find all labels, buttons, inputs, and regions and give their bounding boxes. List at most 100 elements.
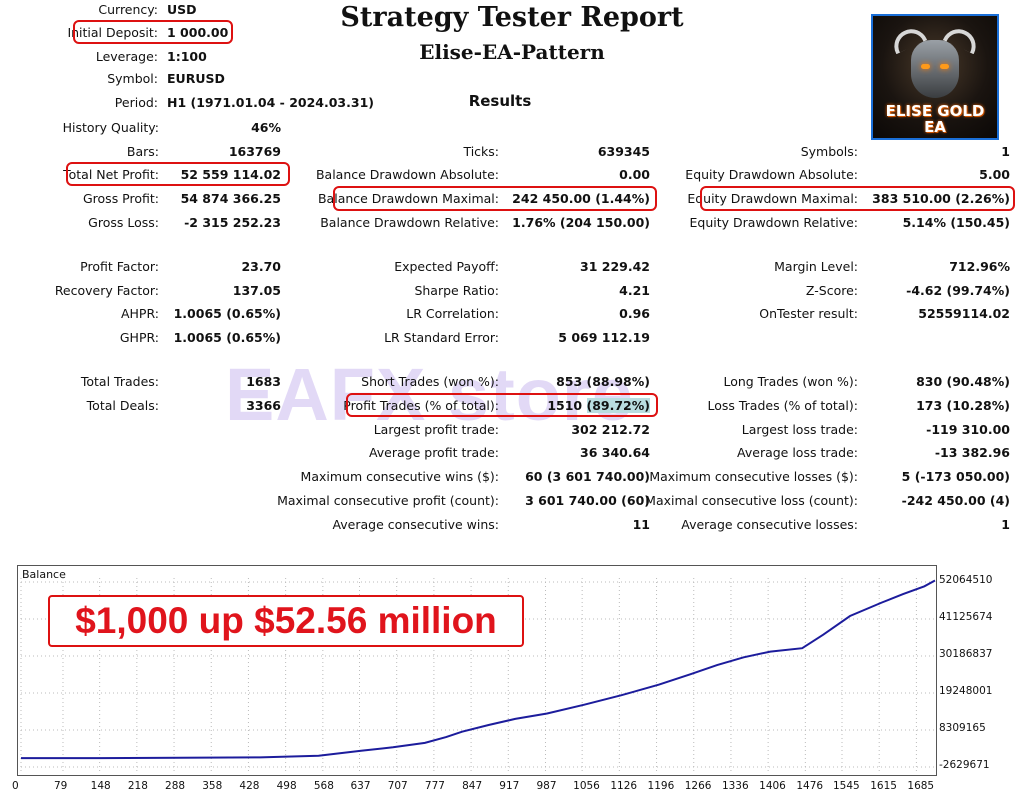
y-tick-label: 52064510	[939, 574, 993, 586]
col3-label: Long Trades (won %):	[723, 374, 858, 389]
profit-trades-count: 1510	[547, 398, 587, 413]
col1-label: Recovery Factor:	[54, 283, 159, 298]
eye-icon	[921, 64, 930, 69]
col2-label: Balance Drawdown Absolute:	[315, 167, 499, 182]
col3-value: -4.62 (99.74%)	[906, 283, 1010, 298]
logo-text-line2: EA	[924, 118, 946, 136]
col1-value: 54 874 366.25	[180, 191, 281, 206]
col3-value: 5 (-173 050.00)	[901, 469, 1010, 484]
col1-label: Gross Loss:	[88, 215, 159, 230]
x-tick-label: 1266	[684, 780, 712, 792]
col1-value: 52 559 114.02	[180, 167, 281, 182]
x-tick-label: 1196	[647, 780, 675, 792]
highlight-equity-drawdown-maximal	[700, 186, 1015, 211]
profit-trades-percent: (89.72%)	[586, 398, 650, 413]
x-tick-label: 1126	[610, 780, 638, 792]
col3-value: -242 450.00 (4)	[901, 493, 1010, 508]
col3-value: 712.96%	[949, 259, 1010, 274]
col2-value: 60 (3 601 740.00)	[525, 469, 650, 484]
col3-value: 830 (90.48%)	[916, 374, 1010, 389]
promo-banner: $1,000 up $52.56 million	[48, 595, 524, 647]
highlight-profit-trades	[346, 393, 658, 417]
logo-text-line1: ELISE GOLD	[885, 102, 985, 120]
col2-label: Short Trades (won %):	[361, 374, 499, 389]
col3-value: -119 310.00	[926, 422, 1010, 437]
col3-value: -13 382.96	[934, 445, 1010, 460]
x-tick-label: 79	[53, 780, 68, 792]
col1-value: 23.70	[241, 259, 281, 274]
col1-value: 46%	[251, 120, 281, 135]
x-tick-label: 1336	[721, 780, 749, 792]
col1-label: GHPR:	[119, 330, 159, 345]
header_fields-value: EURUSD	[167, 71, 225, 86]
col3-label: Equity Drawdown Maximal:	[687, 191, 858, 206]
col2-value: 31 229.42	[580, 259, 650, 274]
x-tick-label: 987	[536, 780, 557, 792]
col1-label: Total Net Profit:	[63, 167, 159, 182]
col1-value: 1.0065 (0.65%)	[173, 306, 281, 321]
x-tick-label: 1615	[870, 780, 897, 792]
x-tick-label: 288	[165, 780, 186, 792]
results-heading: Results	[468, 92, 532, 110]
col2-value: 639345	[597, 144, 650, 159]
col3-label: Average consecutive losses:	[681, 517, 858, 532]
col2-value: 5 069 112.19	[558, 330, 650, 345]
x-tick-label: 568	[313, 780, 334, 792]
col1-value: 3366	[246, 398, 281, 413]
header_fields-label: Initial Deposit:	[67, 25, 158, 40]
col3-value: 5.00	[979, 167, 1010, 182]
y-tick-label: 30186837	[939, 648, 993, 660]
header_fields-label: Currency:	[98, 2, 158, 17]
header_fields-label: Symbol:	[107, 71, 158, 86]
col2-value: 0.96	[619, 306, 650, 321]
col2-label: Balance Drawdown Maximal:	[317, 191, 499, 206]
col3-label: Margin Level:	[774, 259, 858, 274]
elise-gold-ea-logo: ELISE GOLD EA	[871, 14, 999, 140]
col3-value: 1	[1001, 144, 1010, 159]
col2-value: 4.21	[619, 283, 650, 298]
col1-value: 163769	[228, 144, 281, 159]
x-tick-label: 148	[90, 780, 111, 792]
col3-value: 383 510.00 (2.26%)	[872, 191, 1010, 206]
col2-value: 11	[632, 517, 650, 532]
col1-label: Profit Factor:	[80, 259, 159, 274]
col2-label: Maximum consecutive wins ($):	[300, 469, 499, 484]
x-tick-label: 847	[462, 780, 483, 792]
col2-label: Ticks:	[463, 144, 499, 159]
col2-value: 242 450.00 (1.44%)	[512, 191, 650, 206]
x-tick-label: 917	[499, 780, 520, 792]
col3-label: Average loss trade:	[737, 445, 858, 460]
col3-label: Symbols:	[800, 144, 858, 159]
chart-title: Balance	[22, 568, 66, 581]
x-tick-label: 1476	[796, 780, 824, 792]
col2-value: 1.76% (204 150.00)	[512, 215, 650, 230]
col2-label: Sharpe Ratio:	[414, 283, 499, 298]
col2-value: 0.00	[619, 167, 650, 182]
header_fields-label: Period:	[114, 95, 158, 110]
col2-label: Maximal consecutive profit (count):	[277, 493, 499, 508]
x-tick-label: 218	[127, 780, 148, 792]
col1-label: Total Deals:	[86, 398, 159, 413]
col3-label: OnTester result:	[759, 306, 858, 321]
col2-label: Largest profit trade:	[373, 422, 499, 437]
x-tick-label: 0	[12, 780, 19, 792]
col3-label: Z-Score:	[805, 283, 858, 298]
x-tick-label: 498	[276, 780, 297, 792]
col2-label: Average consecutive wins:	[332, 517, 499, 532]
col2-label: Expected Payoff:	[394, 259, 499, 274]
col3-label: Loss Trades (% of total):	[707, 398, 858, 413]
col1-value: 1.0065 (0.65%)	[173, 330, 281, 345]
col3-value: 5.14% (150.45)	[902, 215, 1010, 230]
header_fields-value: 1:100	[167, 49, 207, 64]
report-title: Strategy Tester Report	[340, 2, 684, 33]
y-tick-label: 19248001	[939, 685, 993, 697]
report-subtitle: Elise-EA-Pattern	[419, 40, 605, 64]
col1-value: 1683	[246, 374, 281, 389]
x-tick-label: 637	[350, 780, 371, 792]
highlight-balance-drawdown-maximal	[333, 186, 657, 211]
y-tick-label: 41125674	[939, 611, 993, 623]
x-tick-label: 1685	[907, 780, 935, 792]
col2-value: 3 601 740.00 (60)	[525, 493, 650, 508]
col1-label: History Quality:	[62, 120, 159, 135]
x-tick-label: 1406	[759, 780, 786, 792]
